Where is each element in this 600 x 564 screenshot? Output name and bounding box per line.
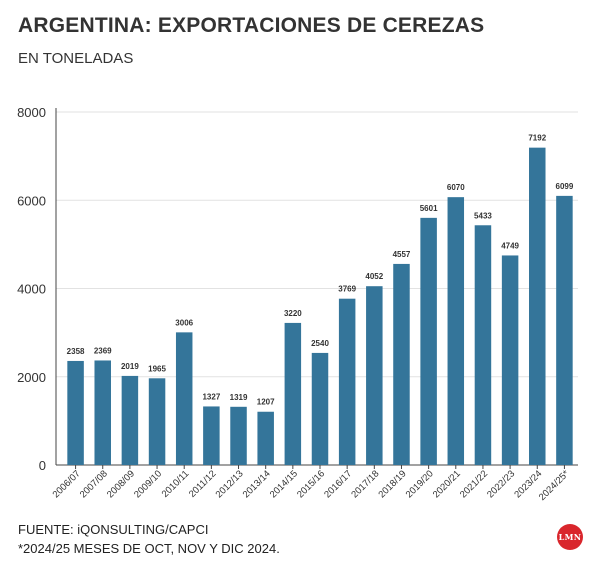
- x-tick-label: 2016/17: [322, 468, 354, 500]
- chart-subtitle: EN TONELADAS: [18, 50, 134, 67]
- y-tick-label: 4000: [17, 282, 46, 297]
- footnote: *2024/25 MESES DE OCT, NOV Y DIC 2024.: [18, 541, 280, 556]
- x-tick-label: 2008/09: [105, 468, 137, 500]
- data-label: 6099: [556, 182, 574, 191]
- data-label: 4557: [393, 250, 411, 259]
- bar: [529, 147, 546, 465]
- bar: [257, 411, 274, 465]
- data-label: 2369: [94, 346, 112, 355]
- y-tick-label: 8000: [17, 105, 46, 120]
- bar: [501, 255, 519, 465]
- x-tick-label: 2010/11: [160, 468, 192, 500]
- bar: [311, 352, 329, 465]
- y-tick-label: 6000: [17, 193, 46, 208]
- data-label: 2019: [121, 362, 139, 371]
- bar: [230, 406, 247, 465]
- x-tick-label: 2014/15: [268, 468, 300, 500]
- source-note: FUENTE: iQONSULTING/CAPCI: [18, 522, 209, 537]
- data-label: 3769: [338, 285, 356, 294]
- bar: [393, 263, 410, 465]
- bar: [284, 322, 302, 465]
- data-label: 3006: [175, 318, 193, 327]
- x-tick-label: 2020/21: [431, 468, 463, 500]
- bar-chart: 0200040006000800023582006/0723692007/082…: [17, 105, 578, 503]
- data-label: 7192: [528, 134, 546, 143]
- brand-logo: LMN: [557, 524, 583, 550]
- chart-title: ARGENTINA: EXPORTACIONES DE CEREZAS: [18, 14, 485, 37]
- x-tick-label: 2011/12: [187, 468, 219, 500]
- x-tick-label: 2006/07: [51, 468, 83, 500]
- bar: [556, 195, 573, 465]
- data-label: 5433: [474, 211, 492, 220]
- y-tick-label: 2000: [17, 370, 46, 385]
- data-label: 3220: [284, 309, 302, 318]
- x-tick-label: 2019/20: [404, 468, 436, 500]
- bar: [175, 332, 193, 465]
- bar: [203, 406, 220, 465]
- bar: [366, 286, 383, 465]
- bar: [338, 298, 356, 465]
- y-tick-label: 0: [39, 458, 46, 473]
- bar: [447, 197, 465, 465]
- data-label: 6070: [447, 183, 465, 192]
- x-tick-label: 2024/25*: [537, 468, 572, 503]
- data-label: 1207: [257, 398, 275, 407]
- bar: [148, 378, 166, 465]
- x-tick-label: 2013/14: [241, 468, 273, 500]
- x-tick-label: 2021/22: [458, 468, 490, 500]
- bar: [121, 375, 139, 465]
- data-label: 1327: [202, 392, 220, 401]
- data-label: 2540: [311, 339, 329, 348]
- data-label: 4052: [365, 272, 383, 281]
- data-label: 2358: [67, 347, 85, 356]
- x-tick-label: 2018/19: [377, 468, 409, 500]
- bar: [67, 360, 84, 465]
- data-label: 5601: [420, 204, 438, 213]
- bar: [420, 217, 437, 465]
- x-tick-label: 2007/08: [78, 468, 110, 500]
- data-label: 1319: [230, 393, 248, 402]
- x-tick-label: 2012/13: [214, 468, 246, 500]
- x-tick-label: 2009/10: [132, 468, 164, 500]
- bar: [474, 225, 492, 465]
- bar: [94, 360, 111, 465]
- x-tick-label: 2015/16: [295, 468, 327, 500]
- x-tick-label: 2017/18: [349, 468, 381, 500]
- data-label: 4749: [501, 241, 519, 250]
- x-tick-label: 2022/23: [485, 468, 517, 500]
- data-label: 1965: [148, 364, 166, 373]
